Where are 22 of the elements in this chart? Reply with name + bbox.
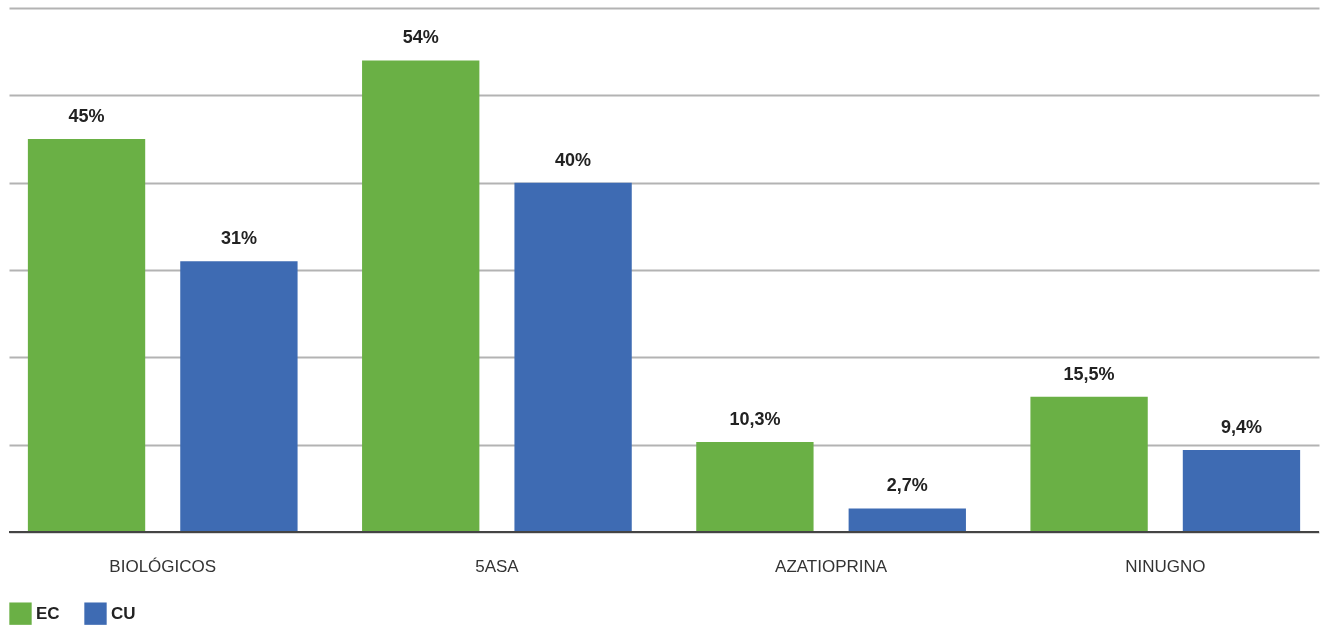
data-label: 2,7% — [886, 475, 928, 496]
bar — [848, 508, 966, 532]
bar — [1030, 396, 1148, 532]
data-label: 10,3% — [729, 409, 781, 430]
bar — [362, 60, 480, 532]
legend-label: EC — [36, 603, 60, 623]
x-tick-label: 5ASA — [475, 556, 520, 576]
data-label: 45% — [68, 106, 105, 126]
bar — [27, 139, 146, 532]
data-label: 40% — [555, 149, 592, 170]
bar — [514, 182, 632, 532]
data-label: 15,5% — [1063, 363, 1115, 384]
data-label: 9,4% — [1220, 416, 1262, 437]
legend-label: CU — [111, 603, 136, 623]
bar — [696, 442, 814, 532]
x-tick-label: NINUGNO — [1125, 556, 1206, 576]
x-tick-label: AZATIOPRINA — [775, 556, 888, 576]
x-tick-label: BIOLÓGICOS — [109, 556, 217, 576]
bar — [180, 261, 298, 532]
data-label: 31% — [220, 228, 257, 249]
bar — [1182, 449, 1301, 532]
data-label: 54% — [402, 27, 439, 48]
